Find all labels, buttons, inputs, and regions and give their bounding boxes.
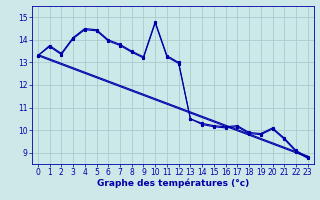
X-axis label: Graphe des températures (°c): Graphe des températures (°c)	[97, 179, 249, 188]
